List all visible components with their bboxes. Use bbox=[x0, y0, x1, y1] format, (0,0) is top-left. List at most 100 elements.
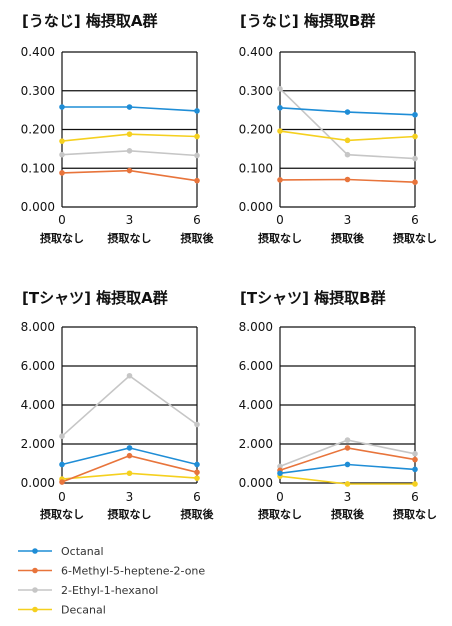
y-tick-label: 8.000 bbox=[21, 320, 55, 334]
chart-title: [うなじ] 梅摂取B群 bbox=[240, 12, 375, 30]
x-category-label: 摂取なし bbox=[108, 231, 152, 245]
data-point bbox=[126, 104, 133, 110]
legend-swatch-marker bbox=[32, 567, 38, 574]
x-category-label: 摂取なし bbox=[108, 507, 152, 521]
x-tick-label: 3 bbox=[126, 490, 134, 504]
data-point bbox=[59, 170, 65, 176]
data-point bbox=[59, 151, 65, 158]
chart-panel-4: [Tシャツ] 梅摂取B群 0.000 2.000 4.000 6.000 8.000 0 摂取… bbox=[239, 289, 437, 521]
y-tick-label: 0.000 bbox=[21, 200, 55, 214]
x-tick-label: 3 bbox=[344, 213, 352, 227]
x-tick-label: 6 bbox=[193, 213, 201, 227]
legend: Octanal 6-Methyl-5-heptene-2-one 2-Ethyl-1… bbox=[18, 545, 205, 617]
y-tick-label: 6.000 bbox=[21, 359, 55, 373]
x-category-label: 摂取なし bbox=[40, 231, 84, 245]
data-point bbox=[194, 421, 200, 428]
y-tick-label: 4.000 bbox=[239, 398, 273, 412]
data-point bbox=[412, 481, 418, 487]
y-tick-label: 0.100 bbox=[239, 161, 273, 175]
data-point bbox=[194, 475, 200, 481]
y-tick-label: 6.000 bbox=[239, 359, 273, 373]
chart-title: [Tシャツ] 梅摂取A群 bbox=[22, 289, 168, 307]
x-tick-label: 6 bbox=[411, 213, 419, 227]
data-point bbox=[194, 177, 200, 184]
x-category-label: 摂取なし bbox=[258, 507, 302, 521]
legend-swatch-marker bbox=[32, 606, 38, 613]
x-category-label: 摂取なし bbox=[40, 507, 84, 521]
data-point bbox=[194, 461, 200, 468]
data-point bbox=[412, 450, 418, 457]
x-tick-label: 0 bbox=[276, 213, 284, 227]
chart-panel-3: [Tシャツ] 梅摂取A群 0.000 2.000 4.000 6.000 8.000 0 摂取… bbox=[21, 289, 215, 521]
x-category-label: 摂取後 bbox=[181, 507, 215, 521]
x-category-label: 摂取後 bbox=[331, 231, 365, 245]
data-point bbox=[344, 137, 351, 144]
data-point bbox=[59, 138, 65, 144]
data-point bbox=[126, 470, 133, 477]
x-tick-label: 6 bbox=[193, 490, 201, 504]
data-point bbox=[194, 152, 200, 159]
y-tick-label: 0.300 bbox=[239, 84, 273, 98]
data-point bbox=[126, 372, 133, 379]
data-point bbox=[59, 433, 65, 440]
x-tick-label: 6 bbox=[411, 490, 419, 504]
chart-panel-1: [うなじ] 梅摂取A群 0.000 0.100 0.200 0.300 0.400 0 摂取な… bbox=[21, 12, 215, 245]
y-tick-label: 0.300 bbox=[21, 84, 55, 98]
data-point bbox=[344, 461, 351, 468]
legend-label: Octanal bbox=[61, 545, 104, 558]
x-tick-label: 0 bbox=[276, 490, 284, 504]
data-point bbox=[277, 470, 283, 477]
data-point bbox=[277, 105, 283, 111]
data-point bbox=[412, 456, 418, 463]
y-tick-label: 2.000 bbox=[239, 437, 273, 451]
legend-item: Octanal bbox=[18, 545, 104, 558]
data-point bbox=[277, 128, 283, 134]
x-tick-label: 0 bbox=[58, 213, 66, 227]
x-category-label: 摂取なし bbox=[258, 231, 302, 245]
data-point bbox=[59, 461, 65, 468]
legend-item: 6-Methyl-5-heptene-2-one bbox=[18, 565, 205, 578]
charts-group: [うなじ] 梅摂取A群 0.000 0.100 0.200 0.300 0.400 0 摂取な… bbox=[21, 12, 437, 521]
x-category-label: 摂取なし bbox=[393, 507, 437, 521]
y-tick-label: 0.000 bbox=[239, 476, 273, 490]
data-point bbox=[126, 445, 133, 451]
x-category-label: 摂取後 bbox=[181, 231, 215, 245]
x-category-label: 摂取後 bbox=[331, 507, 365, 521]
legend-item: 2-Ethyl-1-hexanol bbox=[18, 584, 158, 597]
data-point bbox=[277, 177, 283, 183]
y-tick-label: 0.100 bbox=[21, 161, 55, 175]
data-point bbox=[126, 167, 133, 174]
data-point bbox=[126, 131, 133, 137]
series-line-2-ethyl-1-hexanol bbox=[61, 374, 198, 437]
data-point bbox=[126, 452, 133, 459]
data-point bbox=[277, 463, 283, 470]
y-tick-label: 0.200 bbox=[21, 123, 55, 137]
data-point bbox=[412, 133, 418, 140]
y-tick-label: 2.000 bbox=[21, 437, 55, 451]
data-point bbox=[344, 151, 351, 158]
data-point bbox=[194, 108, 200, 114]
data-point bbox=[344, 437, 351, 443]
chart-title: [Tシャツ] 梅摂取B群 bbox=[240, 289, 386, 307]
data-point bbox=[344, 176, 351, 183]
data-point bbox=[412, 155, 418, 162]
y-tick-label: 0.200 bbox=[239, 123, 273, 137]
y-tick-label: 0.000 bbox=[239, 200, 273, 214]
data-point bbox=[59, 479, 65, 485]
series-line-2-ethyl-1-hexanol bbox=[279, 88, 416, 160]
data-point bbox=[59, 104, 65, 110]
data-point bbox=[412, 111, 418, 118]
legend-label: 6-Methyl-5-heptene-2-one bbox=[61, 565, 205, 578]
data-point bbox=[344, 445, 351, 451]
y-tick-label: 0.400 bbox=[239, 45, 273, 59]
data-point bbox=[194, 469, 200, 476]
x-tick-label: 3 bbox=[126, 213, 134, 227]
data-point bbox=[412, 179, 418, 185]
data-point bbox=[344, 481, 351, 487]
legend-item: Decanal bbox=[18, 604, 106, 617]
data-point bbox=[194, 133, 200, 140]
x-category-label: 摂取なし bbox=[393, 231, 437, 245]
chart-title: [うなじ] 梅摂取A群 bbox=[22, 12, 158, 30]
y-tick-label: 0.000 bbox=[21, 476, 55, 490]
